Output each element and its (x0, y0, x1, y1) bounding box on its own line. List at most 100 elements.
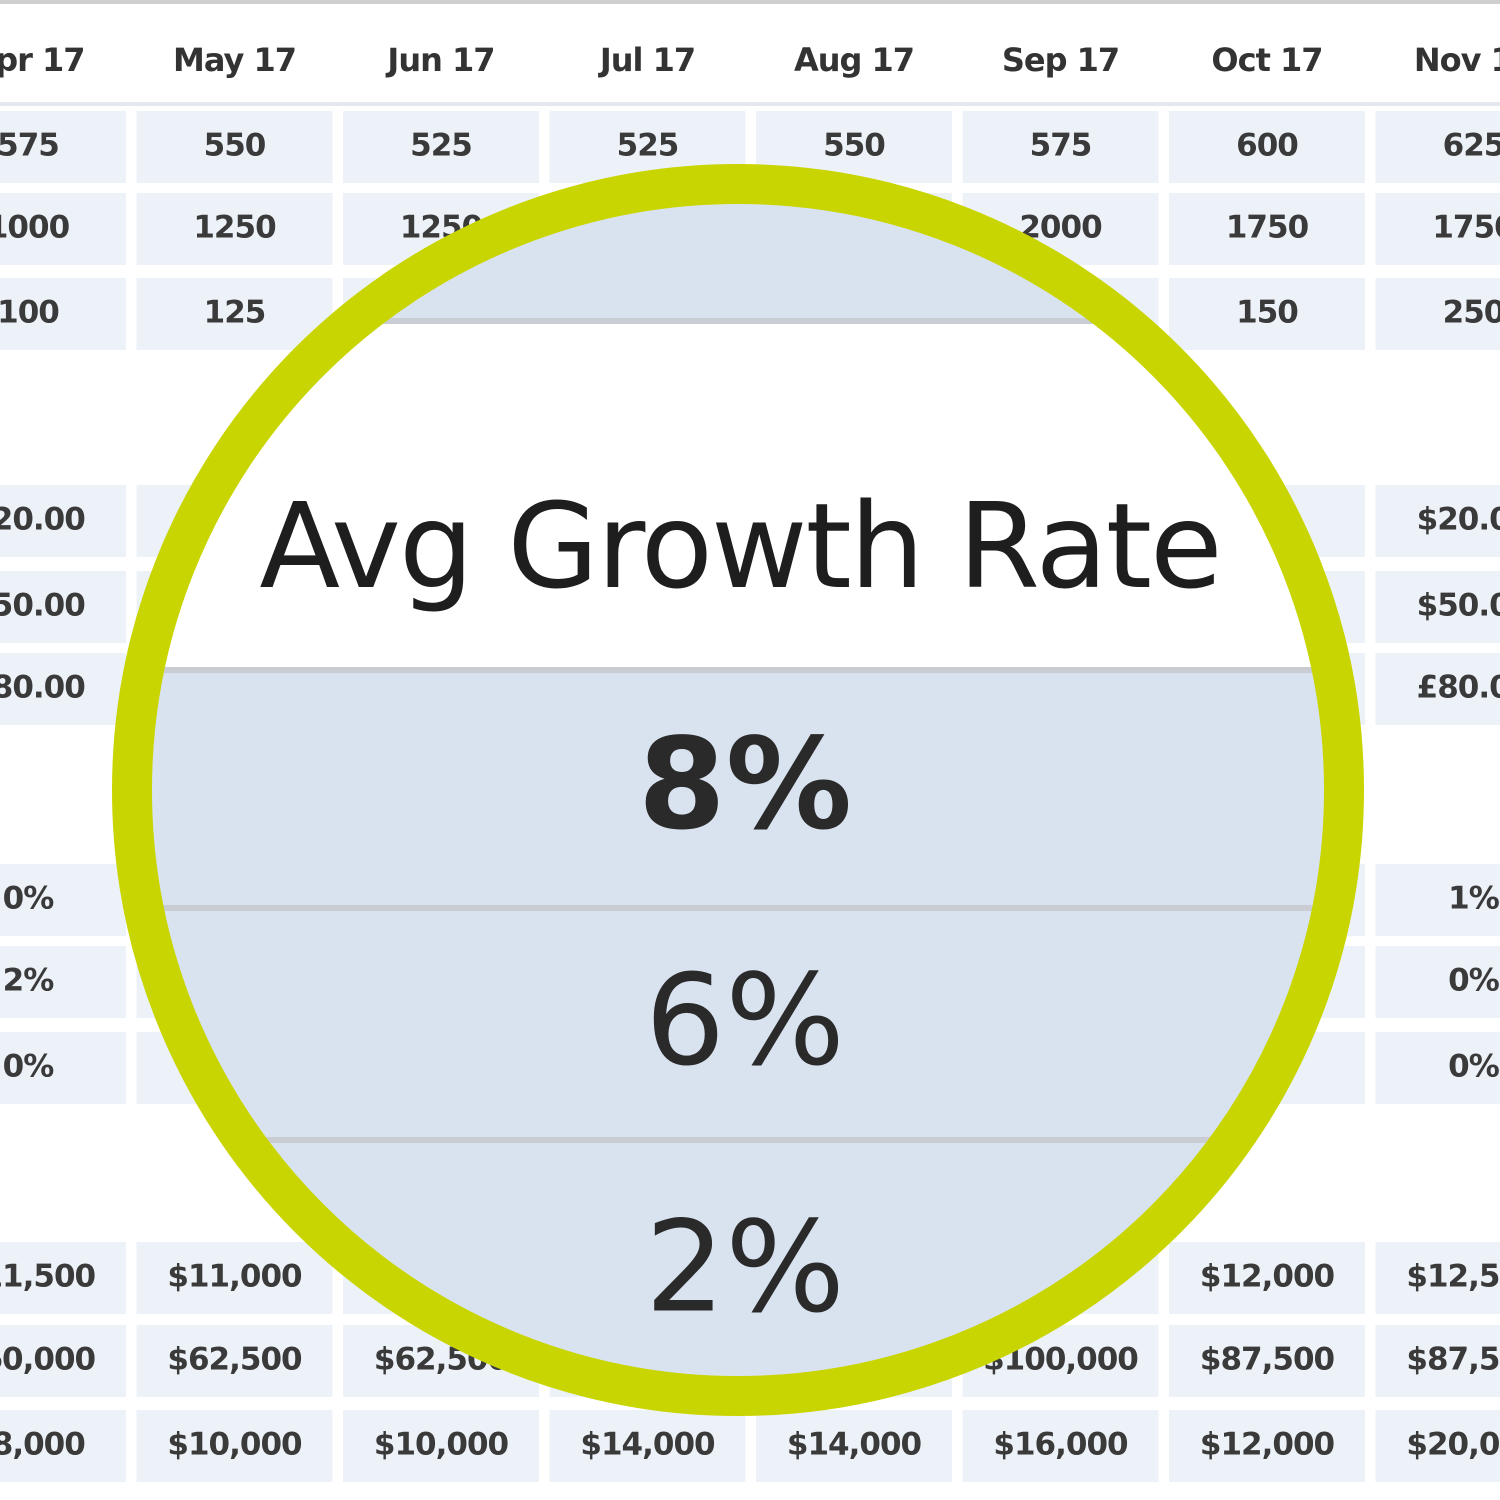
column-header: Jul 17 (598, 41, 695, 79)
cell-value: 100 (0, 295, 59, 331)
cell-value: $14,000 (580, 1427, 715, 1463)
cell (136, 111, 333, 183)
cell-value: 0% (3, 1049, 55, 1085)
cell (1375, 1032, 1500, 1104)
cell-value: 550 (204, 128, 266, 164)
cell (1169, 193, 1365, 265)
cell (0, 1325, 126, 1397)
cell-value: $14,000 (787, 1427, 922, 1463)
growth-rate: 2% (645, 1194, 845, 1341)
cell-value: $62,500 (167, 1342, 302, 1378)
cell (1375, 193, 1500, 265)
cell-value: $20,000 (1406, 1427, 1500, 1463)
band-divider (132, 905, 1344, 911)
cell-value: 2% (3, 963, 55, 999)
cell (1375, 571, 1500, 643)
growth-rate: 6% (645, 947, 845, 1094)
column-header: Nov 17 (1414, 41, 1500, 79)
cell-value: $12,000 (1200, 1427, 1335, 1463)
cell (0, 571, 126, 643)
cell-value: 250 (1443, 295, 1500, 331)
column-header: May 17 (173, 41, 296, 79)
cell (0, 653, 126, 725)
lens-divider (132, 318, 1344, 324)
cell (136, 1325, 333, 1397)
cell-value: 525 (410, 128, 472, 164)
cell-value: 0% (1448, 963, 1500, 999)
cell (1375, 864, 1500, 936)
cell-value: 575 (0, 128, 59, 164)
cell-value: $11,500 (0, 1259, 96, 1295)
cell-value: $50.00 (0, 588, 85, 624)
cell (1169, 1242, 1365, 1314)
cell (962, 1410, 1159, 1482)
cell (0, 193, 126, 265)
cell (0, 864, 126, 936)
column-header: Oct 17 (1211, 41, 1322, 79)
column-header: Aug 17 (794, 41, 914, 79)
cell (0, 946, 126, 1018)
cell-value: 550 (823, 128, 885, 164)
cell (0, 485, 126, 557)
cell-value: 525 (617, 128, 679, 164)
cell (1375, 278, 1500, 350)
cell (343, 111, 539, 183)
column-header: Apr 17 (0, 41, 85, 79)
cell (1169, 111, 1365, 183)
cell (1169, 1325, 1365, 1397)
cell-value: $11,000 (167, 1259, 302, 1295)
cell-value: 125 (204, 295, 266, 331)
cell-value: $60,000 (0, 1342, 96, 1378)
cell (1375, 946, 1500, 1018)
cell (756, 1410, 952, 1482)
cell-value: 1750 (1226, 210, 1309, 246)
value-band (132, 672, 1344, 906)
cell (0, 1032, 126, 1104)
column-header: Jun 17 (385, 41, 494, 79)
cell-value: $87,500 (1200, 1342, 1335, 1378)
cell-value: 0% (3, 881, 55, 917)
cell (0, 278, 126, 350)
cell (136, 1242, 333, 1314)
cell-value: $20.00 (1417, 502, 1500, 538)
cell-value: $12,000 (1200, 1259, 1335, 1295)
cell (1375, 111, 1500, 183)
cell (136, 193, 333, 265)
cell (343, 1410, 539, 1482)
cell (136, 1410, 333, 1482)
cell (136, 278, 333, 350)
cell-value: 0% (1448, 1049, 1500, 1085)
cell-value: $50.00 (1417, 588, 1500, 624)
cell-value: 1250 (193, 210, 276, 246)
cell (1375, 653, 1500, 725)
cell-value: $20.00 (0, 502, 85, 538)
cell-value: 600 (1236, 128, 1298, 164)
cell-value: £80.00 (0, 670, 85, 706)
cell (1169, 1410, 1365, 1482)
cell (1375, 1410, 1500, 1482)
cell (0, 1242, 126, 1314)
growth-rate: 8% (638, 711, 852, 858)
cell-value: $16,000 (993, 1427, 1128, 1463)
column-header: Sep 17 (1002, 41, 1119, 79)
top-border (0, 0, 1500, 4)
cell-value: $10,000 (374, 1427, 509, 1463)
header-divider (0, 102, 1500, 106)
cell-value: $8,000 (0, 1427, 85, 1463)
band-divider (132, 1137, 1344, 1143)
cell (0, 1410, 126, 1482)
cell (1169, 278, 1365, 350)
cell-value: £80.00 (1417, 670, 1500, 706)
cell-value: 625 (1443, 128, 1500, 164)
cell-value: $12,500 (1406, 1259, 1500, 1295)
cell-value: 1% (1448, 881, 1500, 917)
band-divider (132, 667, 1344, 673)
cell (1375, 485, 1500, 557)
cell (549, 1410, 746, 1482)
cell-value: $87,500 (1406, 1342, 1500, 1378)
cell (962, 111, 1159, 183)
cell (1375, 1242, 1500, 1314)
cell-value: 1000 (0, 210, 70, 246)
